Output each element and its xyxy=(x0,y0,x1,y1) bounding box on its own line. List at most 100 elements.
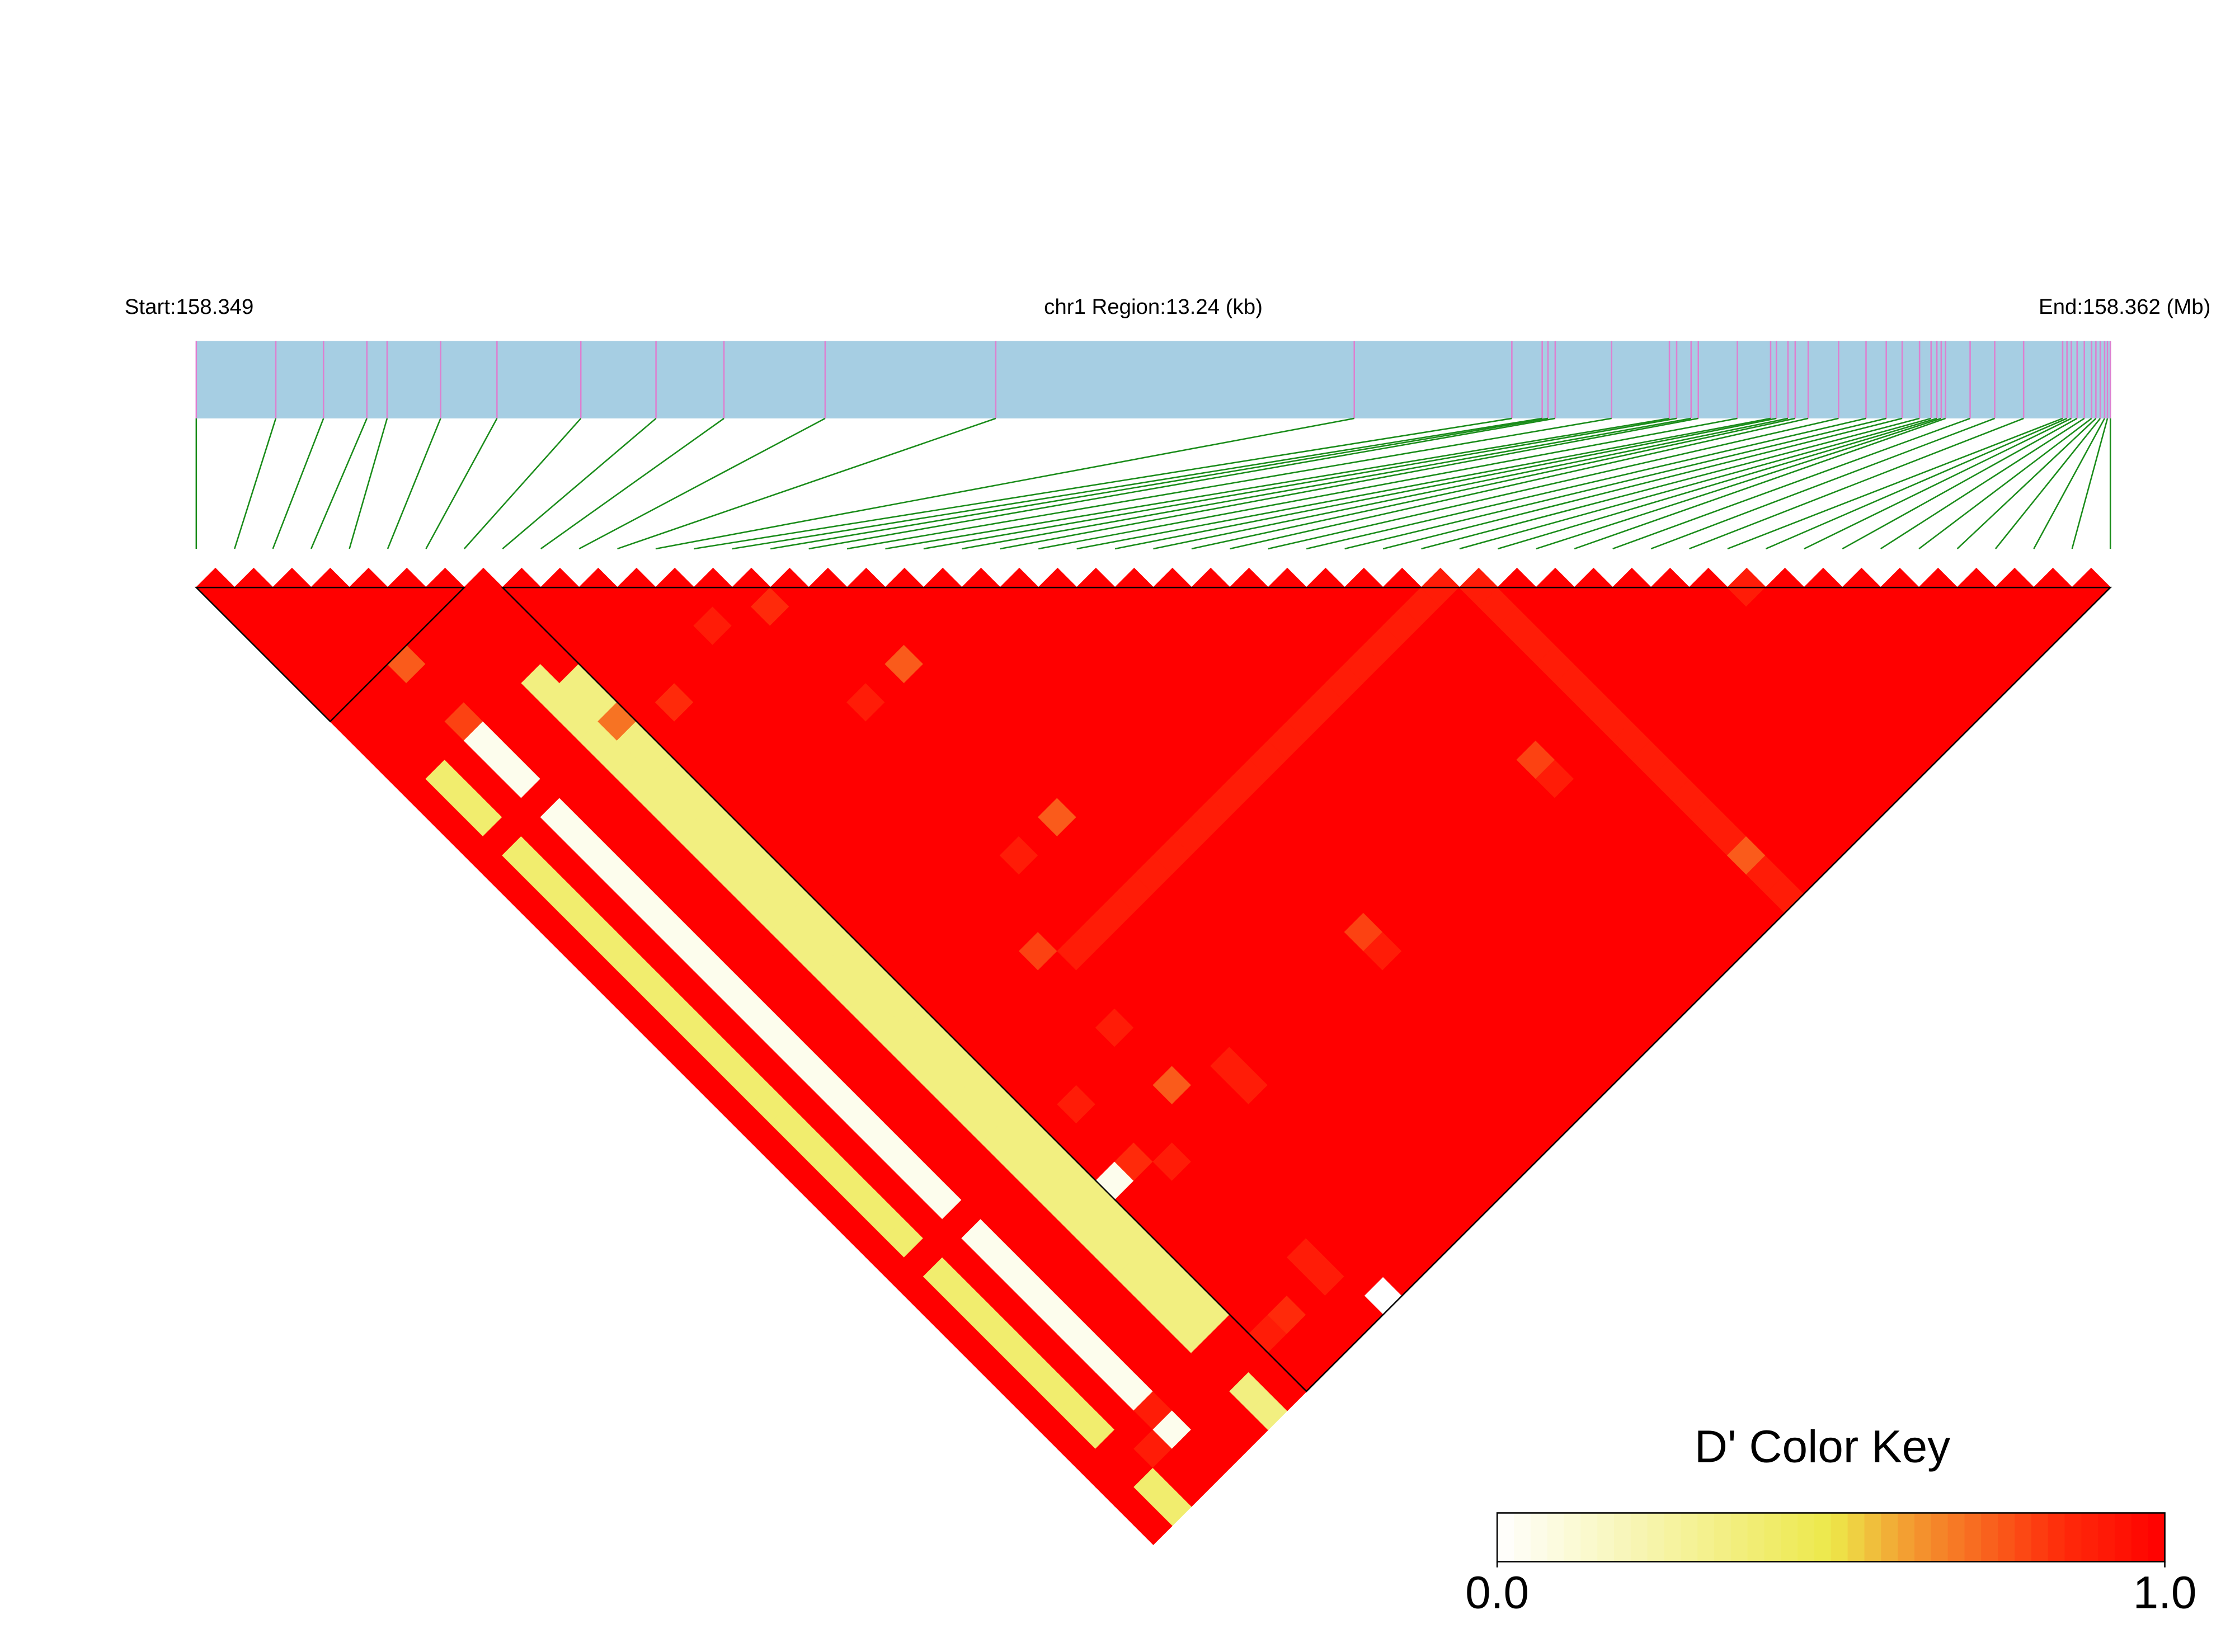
key-bin xyxy=(1730,1513,1748,1562)
snp-connector xyxy=(694,417,1512,550)
key-bin xyxy=(1513,1513,1531,1562)
key-bin xyxy=(1714,1513,1731,1562)
snp-connector xyxy=(1306,417,1866,550)
snp-connector xyxy=(540,417,724,550)
key-bin xyxy=(1831,1513,1848,1562)
key-bin xyxy=(1697,1513,1715,1562)
key-bin xyxy=(1764,1513,1782,1562)
key-bin xyxy=(1947,1513,1965,1562)
snp-connector xyxy=(770,417,1549,550)
snp-connector xyxy=(1842,417,2078,550)
key-bin xyxy=(1798,1513,1815,1562)
snp-connector xyxy=(1804,417,2072,550)
key-bin xyxy=(1681,1513,1698,1562)
snp-connector xyxy=(310,418,368,549)
ld-block xyxy=(501,586,2112,1392)
key-bin xyxy=(1998,1513,2016,1562)
key-bin xyxy=(2064,1513,2082,1562)
key-bin xyxy=(2131,1513,2149,1562)
key-bin xyxy=(2148,1513,2166,1562)
key-bin xyxy=(1597,1513,1615,1562)
snp-connector xyxy=(1153,417,1789,550)
key-bin xyxy=(1664,1513,1682,1562)
snp-connector xyxy=(1076,417,1771,550)
snp-connector xyxy=(234,418,277,549)
snp-connector xyxy=(1498,417,1937,550)
snp-connector xyxy=(1230,417,1809,550)
key-bin xyxy=(2015,1513,2032,1562)
snp-connector xyxy=(1880,417,2085,550)
key-bin xyxy=(1847,1513,1865,1562)
ld-block xyxy=(194,586,466,723)
snp-connector xyxy=(1994,418,2101,549)
start-label: Start:158.349 xyxy=(125,295,254,319)
snp-connector xyxy=(463,418,582,549)
snp-connector xyxy=(1536,417,1942,550)
key-bin xyxy=(1914,1513,1932,1562)
snp-connector xyxy=(502,417,657,549)
key-bin xyxy=(1747,1513,1765,1562)
key-bin xyxy=(2048,1513,2065,1562)
key-bin xyxy=(1580,1513,1598,1562)
snp-connector xyxy=(1000,417,1698,550)
snp-connector xyxy=(962,417,1692,550)
snp-connector xyxy=(1650,417,1995,550)
snp-connector xyxy=(1689,417,2024,550)
region-bar xyxy=(196,341,2111,418)
snp-connector xyxy=(1956,417,2097,549)
key-bin xyxy=(1630,1513,1648,1562)
snp-connector xyxy=(1344,417,1886,550)
key-bin xyxy=(1613,1513,1631,1562)
snp-connector xyxy=(923,417,1677,550)
key-bin xyxy=(2081,1513,2099,1562)
key-bin xyxy=(2098,1513,2116,1562)
snp-connector xyxy=(1038,417,1738,550)
key-bin xyxy=(1931,1513,1949,1562)
key-bin xyxy=(1497,1513,1514,1562)
snp-connector xyxy=(1191,417,1796,550)
snp-connector xyxy=(425,418,498,549)
snp-connector xyxy=(1382,417,1903,550)
key-bin xyxy=(2031,1513,2049,1562)
snp-connector xyxy=(2071,418,2109,549)
key-bin xyxy=(1564,1513,1582,1562)
snp-connector xyxy=(1459,417,1932,550)
snp-connector xyxy=(617,417,996,550)
snp-connector xyxy=(2033,418,2105,549)
snp-connector xyxy=(1268,417,1839,550)
snp-connector xyxy=(1727,417,2063,550)
snp-connector xyxy=(808,417,1556,550)
region-label: chr1 Region:13.24 (kb) xyxy=(1044,295,1263,319)
snp-connector xyxy=(1918,417,2092,549)
snp-connector xyxy=(272,418,324,549)
key-bin xyxy=(1964,1513,1982,1562)
key-title: D' Color Key xyxy=(1695,1421,1950,1472)
end-label: End:158.362 (Mb) xyxy=(2039,295,2210,319)
key-bin xyxy=(1647,1513,1665,1562)
snp-connector xyxy=(578,417,826,550)
key-bin xyxy=(1864,1513,1882,1562)
snp-connector xyxy=(655,417,1354,550)
snp-connector xyxy=(349,418,388,549)
key-bin xyxy=(1781,1513,1799,1562)
snp-connector xyxy=(1574,417,1946,550)
key-tick-label: 0.0 xyxy=(1465,1568,1529,1618)
snp-connector xyxy=(387,418,441,549)
key-bin xyxy=(1898,1513,1916,1562)
key-bin xyxy=(1981,1513,1999,1562)
snp-connector xyxy=(732,417,1542,550)
key-tick-label: 1.0 xyxy=(2133,1568,2197,1618)
key-frame xyxy=(1496,1512,2166,1562)
key-bin xyxy=(1881,1513,1899,1562)
snp-connector xyxy=(1114,417,1777,550)
snp-connector xyxy=(846,417,1612,550)
key-bin xyxy=(1530,1513,1548,1562)
snp-connector xyxy=(1765,417,2068,550)
key-bin xyxy=(2115,1513,2132,1562)
key-bin xyxy=(1547,1513,1565,1562)
snp-connector xyxy=(1421,417,1920,550)
snp-connector xyxy=(1612,417,1970,550)
snp-connector xyxy=(885,417,1670,550)
